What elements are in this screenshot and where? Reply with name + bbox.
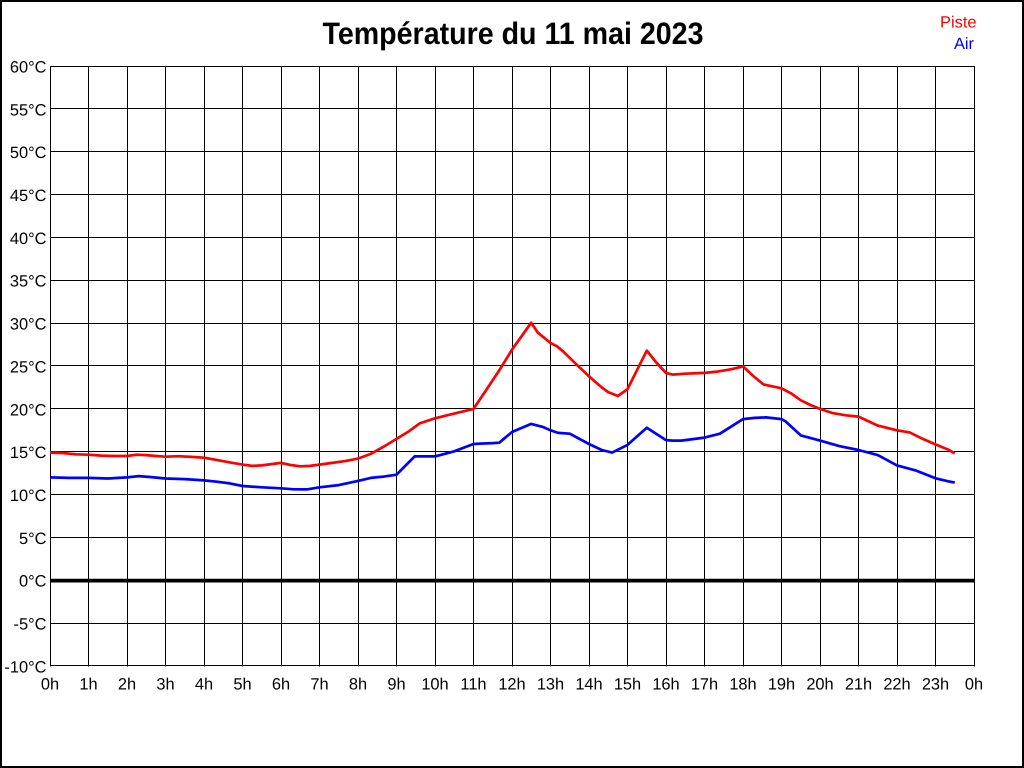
- svg-text:16h: 16h: [652, 676, 679, 694]
- svg-text:-10°C: -10°C: [4, 658, 46, 676]
- svg-text:0°C: 0°C: [19, 573, 47, 591]
- svg-text:Piste: Piste: [940, 14, 976, 32]
- svg-text:Air: Air: [954, 35, 975, 53]
- svg-text:18h: 18h: [729, 676, 756, 694]
- svg-text:3h: 3h: [156, 676, 174, 694]
- svg-text:0h: 0h: [965, 676, 983, 694]
- svg-text:20°C: 20°C: [10, 401, 47, 419]
- svg-text:5°C: 5°C: [19, 530, 47, 548]
- svg-text:8h: 8h: [349, 676, 367, 694]
- svg-text:14h: 14h: [575, 676, 602, 694]
- svg-text:22h: 22h: [883, 676, 910, 694]
- svg-text:-5°C: -5°C: [14, 616, 47, 634]
- svg-text:55°C: 55°C: [10, 101, 47, 119]
- svg-text:2h: 2h: [118, 676, 136, 694]
- svg-text:13h: 13h: [537, 676, 564, 694]
- svg-text:6h: 6h: [272, 676, 290, 694]
- svg-text:15°C: 15°C: [10, 444, 47, 462]
- svg-text:0h: 0h: [41, 676, 59, 694]
- svg-text:Température du 11 mai 2023: Température du 11 mai 2023: [323, 16, 704, 51]
- svg-text:12h: 12h: [498, 676, 525, 694]
- svg-text:10°C: 10°C: [10, 487, 47, 505]
- svg-text:30°C: 30°C: [10, 316, 47, 334]
- svg-text:21h: 21h: [845, 676, 872, 694]
- svg-text:25°C: 25°C: [10, 358, 47, 376]
- svg-text:9h: 9h: [387, 676, 405, 694]
- svg-text:45°C: 45°C: [10, 187, 47, 205]
- svg-text:11h: 11h: [460, 676, 486, 694]
- svg-text:5h: 5h: [233, 676, 251, 694]
- svg-text:10h: 10h: [421, 676, 448, 694]
- svg-text:15h: 15h: [614, 676, 641, 694]
- svg-text:19h: 19h: [768, 676, 795, 694]
- svg-text:4h: 4h: [195, 676, 213, 694]
- svg-text:23h: 23h: [922, 676, 949, 694]
- svg-text:35°C: 35°C: [10, 273, 47, 291]
- svg-text:50°C: 50°C: [10, 144, 47, 162]
- svg-text:1h: 1h: [79, 676, 97, 694]
- svg-text:60°C: 60°C: [10, 58, 47, 76]
- svg-text:40°C: 40°C: [10, 230, 47, 248]
- svg-text:20h: 20h: [806, 676, 833, 694]
- svg-text:7h: 7h: [310, 676, 328, 694]
- svg-text:17h: 17h: [691, 676, 718, 694]
